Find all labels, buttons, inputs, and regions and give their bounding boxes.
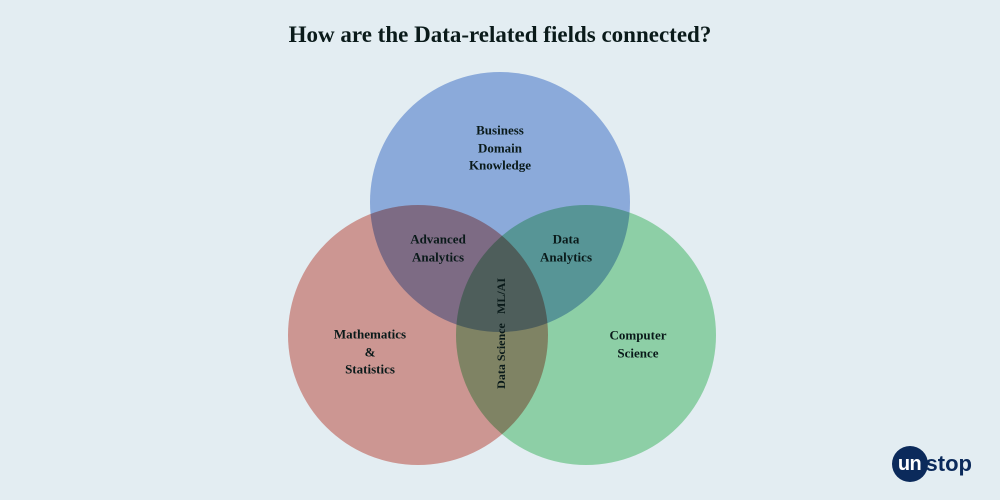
venn-label-cs: Computer Science (609, 326, 666, 361)
venn-label-advanced: Advanced Analytics (410, 230, 466, 265)
venn-label-datasci: Data Science (493, 323, 509, 389)
brand-logo-text: stop (926, 451, 972, 477)
page-title: How are the Data-related fields connecte… (0, 22, 1000, 48)
venn-label-dataanalytics: Data Analytics (540, 230, 592, 265)
brand-logo: un stop (892, 446, 972, 482)
venn-label-business: Business Domain Knowledge (469, 122, 531, 175)
brand-logo-badge: un (892, 446, 928, 482)
venn-label-math: Mathematics & Statistics (334, 326, 406, 379)
venn-label-mlai: ML/AI (493, 278, 509, 314)
